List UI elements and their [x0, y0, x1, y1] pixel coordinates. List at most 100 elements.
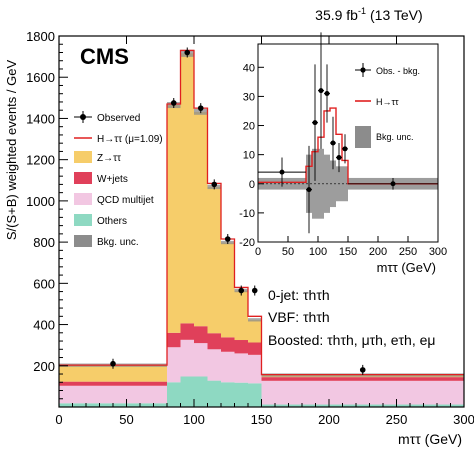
inset-point-7 [342, 146, 348, 152]
x-tick-label-5: 250 [386, 412, 408, 427]
bar-w-jets-2 [180, 323, 194, 340]
bar-others-6 [234, 382, 248, 407]
inset-xlabel: mττ (GeV) [377, 260, 436, 275]
svg-text:Bkg. unc.: Bkg. unc. [376, 132, 414, 142]
inset-y-tick-label-4: 20 [243, 121, 255, 133]
y-tick-label-0: 200 [33, 359, 55, 374]
svg-text:Obs. - bkg.: Obs. - bkg. [376, 66, 420, 76]
bar-others-4 [207, 380, 221, 407]
svg-text:Observed: Observed [97, 113, 140, 124]
bar-qcd-multijet-4 [207, 349, 221, 381]
y-tick-label-3: 800 [33, 235, 55, 250]
bar-z--0 [59, 365, 167, 382]
inset-legend: Obs. - bkg. H→ττ Bkg. unc. [355, 63, 420, 148]
bar-w-jets-3 [194, 326, 208, 344]
y-tick-label-2: 600 [33, 276, 55, 291]
observed-point-2 [184, 49, 191, 56]
observed-point-5 [224, 236, 231, 242]
inset-y-tick-label-1: -10 [239, 208, 255, 220]
bar-others-2 [180, 376, 194, 407]
legend-ztt: Z→ττ [74, 151, 121, 164]
bar-w-jets-1 [167, 332, 181, 348]
bar-qcd-multijet-8 [261, 380, 464, 405]
inset-y-tick-label-3: 10 [243, 150, 255, 162]
inset-point-2 [312, 120, 318, 126]
bar-w-jets-7 [248, 342, 262, 355]
bar-qcd-multijet-1 [167, 347, 181, 383]
inset-point-0 [279, 169, 285, 175]
bar-w-jets-5 [221, 337, 235, 352]
svg-text:H→ττ: H→ττ [376, 97, 399, 107]
bar-qcd-multijet-7 [248, 354, 262, 384]
bar-z--5 [221, 242, 235, 338]
bar-w-jets-6 [234, 340, 248, 354]
bar-qcd-multijet-0 [59, 385, 167, 404]
bar-others-1 [167, 382, 181, 407]
legend-observed: Observed [74, 111, 140, 124]
inset-observed-points [258, 32, 438, 234]
main-bars [59, 53, 464, 407]
svg-text:Z→ττ: Z→ττ [97, 153, 121, 164]
category-text-vbf: VBF: τhτh [268, 309, 330, 325]
inset-y-ticks: -20 -10 0 10 20 30 40 [239, 62, 264, 249]
cms-label: CMS [80, 44, 129, 69]
inset-legend-signal: H→ττ [355, 97, 399, 107]
bar-z--4 [207, 186, 221, 334]
inset-point-5 [330, 140, 336, 146]
bar-others-5 [221, 382, 235, 407]
observed-point-0 [110, 360, 116, 367]
bar-w-jets-8 [261, 377, 464, 381]
inset-y-tick-label-0: -20 [239, 237, 255, 249]
inset-y-tick-label-5: 30 [243, 91, 255, 103]
inset-x-tick-label-2: 100 [309, 246, 327, 258]
bar-qcd-multijet-3 [194, 343, 208, 377]
inset-x-tick-label-1: 50 [282, 246, 294, 258]
bar-qcd-multijet-5 [221, 351, 235, 383]
legend-qcd: QCD multijet [74, 193, 154, 206]
svg-text:H→ττ (μ=1.09): H→ττ (μ=1.09) [97, 134, 163, 145]
legend-others: Others [74, 214, 127, 227]
inset-unc-band-5 [330, 160, 336, 208]
observed-point-8 [359, 367, 366, 373]
inset-legend-unc: Bkg. unc. [355, 126, 414, 148]
main-plot: 0 50 100 150 200 250 300 200400600800100012001… [26, 29, 474, 427]
y-tick-label-7: 1600 [26, 70, 55, 85]
inset-unc-band-7 [342, 166, 348, 202]
y-tick-label-8: 1800 [26, 29, 55, 44]
inset-plot: 0 50 100 150 200 250 300 -20 -10 0 10 20 30 40 mττ (… [239, 32, 447, 275]
legend-wjets: W+jets [74, 172, 128, 185]
bar-w-jets-4 [207, 333, 221, 350]
bar-z--1 [167, 105, 181, 333]
y-tick-label-5: 1200 [26, 153, 55, 168]
x-tick-label-6: 300 [453, 412, 474, 427]
inset-background [258, 44, 438, 242]
inset-unc-band-3 [318, 148, 324, 219]
y-tick-label-1: 400 [33, 318, 55, 333]
bar-z--3 [194, 111, 208, 327]
bar-others-3 [194, 376, 208, 407]
legend-bkg-unc: Bkg. unc. [74, 235, 139, 248]
x-tick-label-1: 50 [119, 412, 133, 427]
lumi-label: 35.9 fb-1 [315, 6, 366, 23]
inset-x-ticks: 0 50 100 150 200 250 300 [255, 236, 447, 258]
x-tick-label-2: 100 [183, 412, 205, 427]
svg-text:QCD multijet: QCD multijet [97, 195, 154, 206]
svg-text:W+jets: W+jets [97, 174, 128, 185]
inset-point-3 [318, 88, 324, 94]
inset-legend-obs: Obs. - bkg. [355, 63, 420, 77]
bar-z--6 [234, 290, 248, 341]
main-ylabel: S/(S+B) weighted events / GeV [4, 60, 19, 241]
inset-x-tick-label-6: 300 [429, 246, 447, 258]
inset-y-tick-label-6: 40 [243, 62, 255, 74]
observed-point-6 [238, 287, 245, 294]
legend-signal: H→ττ (μ=1.09) [74, 134, 163, 145]
legend: Observed H→ττ (μ=1.09) Z→ττ W+jets QCD m… [74, 111, 163, 248]
svg-text:Bkg. unc.: Bkg. unc. [97, 237, 139, 248]
y-tick-label-4: 1000 [26, 194, 55, 209]
svg-text:Others: Others [97, 216, 127, 227]
inset-point-1 [306, 187, 312, 193]
inset-point-8 [390, 181, 396, 187]
inset-x-tick-label-5: 250 [399, 246, 417, 258]
observed-point-4 [211, 181, 218, 188]
